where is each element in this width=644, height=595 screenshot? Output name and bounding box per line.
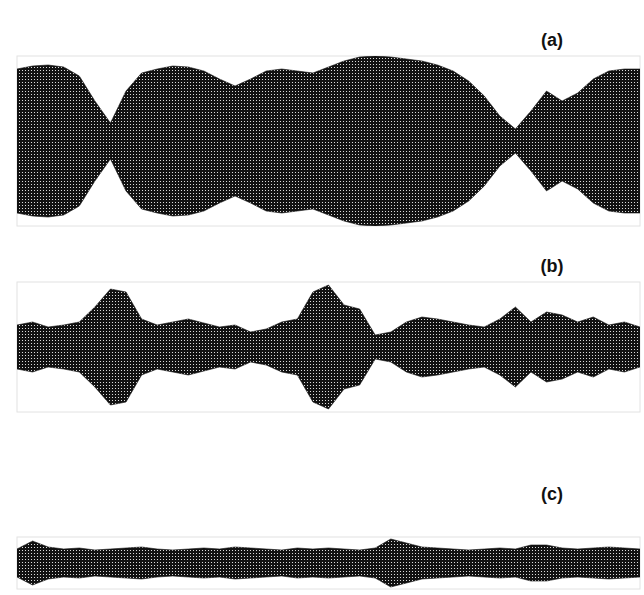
signal-envelope <box>17 56 640 226</box>
panel-label: (c) <box>541 484 563 504</box>
panel: (b) <box>17 256 640 412</box>
figure: (a) (b) (c) <box>0 0 644 595</box>
plot-area <box>17 56 640 226</box>
signal-envelope <box>17 539 640 587</box>
panel-label: (a) <box>541 30 563 50</box>
panel: (a) <box>17 30 640 226</box>
panel-label: (b) <box>541 256 564 276</box>
signal-envelope <box>17 285 640 409</box>
plot-frame <box>17 282 640 412</box>
plot-area <box>17 285 640 409</box>
plot-frame <box>17 56 640 226</box>
panel: (c) <box>17 484 640 589</box>
plot-area <box>17 539 640 587</box>
plot-frame <box>17 537 640 589</box>
